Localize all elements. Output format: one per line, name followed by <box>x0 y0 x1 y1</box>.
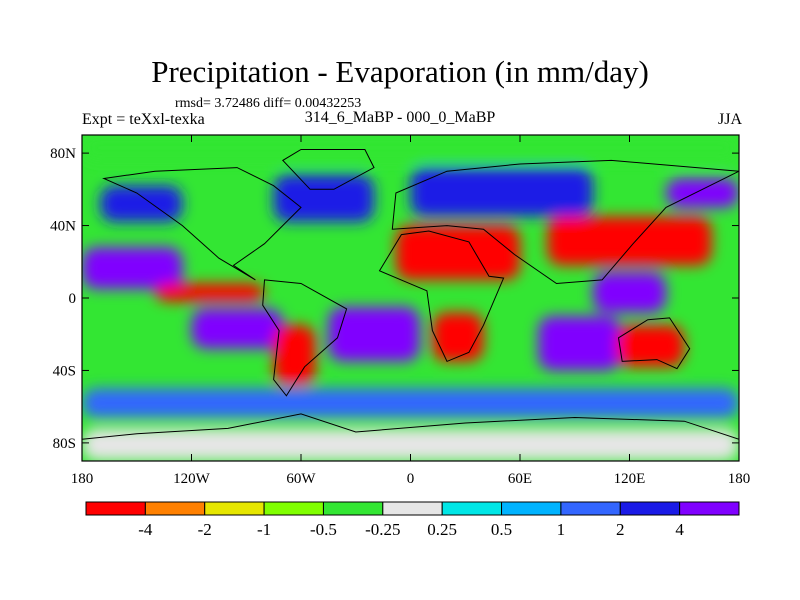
colorbar-swatch <box>441 501 503 516</box>
region-south-american-land <box>273 325 316 385</box>
y-tick-label: 80N <box>50 146 76 162</box>
x-tick-label: 0 <box>407 471 415 487</box>
period-label: 314_6_MaBP - 000_0_MaBP <box>304 109 496 126</box>
colorbar-swatch <box>501 501 562 516</box>
y-tick-label: 0 <box>69 291 77 307</box>
region-arctic-band <box>82 135 739 161</box>
coastline-north-america <box>102 167 302 281</box>
coastline-australia <box>617 317 691 370</box>
colorbar-swatch <box>560 501 621 516</box>
chart-title: Precipitation - Evaporation (in mm/day) <box>151 54 649 89</box>
colorbar-label: 4 <box>675 520 684 539</box>
region-north-pacific-west <box>666 178 739 208</box>
colorbar-label: -4 <box>138 520 153 539</box>
coastline-antarctica <box>82 413 739 440</box>
x-tick-label: 180 <box>71 471 94 487</box>
colorbar-label: 0.5 <box>491 520 512 539</box>
colorbar-swatch <box>382 501 443 516</box>
colorbar-label: 1 <box>557 520 566 539</box>
region-australia-dry <box>616 325 685 367</box>
coastline-layer <box>82 149 739 440</box>
region-antarctica <box>82 428 739 461</box>
region-north-pacific-storm-track <box>100 185 183 222</box>
colorbar-swatch <box>144 501 206 516</box>
colorbar-label: -0.25 <box>365 520 400 539</box>
y-tick-label: 40S <box>53 363 76 379</box>
experiment-label: Expt = teXxl-texka <box>82 111 205 128</box>
colorbar: -4 -2 -1 -0.5 -0.25 0.25 0.5 1 2 4 <box>85 501 740 539</box>
region-indian-ocean <box>538 316 621 371</box>
coastline-africa <box>378 230 505 363</box>
region-equatorial-pacific-dry <box>155 283 265 302</box>
colorbar-swatch <box>263 501 324 516</box>
region-south-atlantic <box>328 307 420 362</box>
region-north-atlantic-storm-track <box>273 174 374 222</box>
colorbar-swatch <box>322 501 384 516</box>
y-axis: 80N 40N 0 40S 80S <box>50 146 739 452</box>
colorbar-label: -0.5 <box>310 520 337 539</box>
x-tick-label: 60W <box>286 471 316 487</box>
x-axis: 180 120W 60W 0 60E 120E 180 <box>71 135 751 487</box>
x-tick-label: 120W <box>173 471 211 487</box>
region-south-pacific-convergence <box>191 308 283 349</box>
colorbar-label: 0.25 <box>427 520 457 539</box>
coastline-greenland <box>282 149 375 190</box>
colorbar-label: -1 <box>257 520 271 539</box>
region-central-asia-dry <box>547 216 712 266</box>
colorbar-label: 2 <box>616 520 625 539</box>
coastline-eurasia <box>391 159 739 285</box>
y-tick-label: 80S <box>53 436 76 452</box>
x-tick-label: 60E <box>508 471 532 487</box>
region-tropical-pacific <box>82 247 183 289</box>
colorbar-swatch <box>85 501 146 516</box>
field-layer <box>82 135 739 461</box>
stats-label: rmsd= 3.72486 diff= 0.00432253 <box>175 96 362 111</box>
colorbar-swatch <box>204 501 265 516</box>
season-label: JJA <box>717 111 742 128</box>
region-maritime-continent <box>593 272 666 313</box>
x-tick-label: 180 <box>728 471 751 487</box>
y-tick-label: 40N <box>50 219 76 235</box>
region-southern-africa-dry <box>432 312 484 362</box>
region-north-africa-arabia-dry <box>395 225 520 280</box>
x-tick-label: 120E <box>614 471 646 487</box>
colorbar-label: -2 <box>198 520 212 539</box>
region-southern-ocean <box>82 388 739 418</box>
colorbar-swatch <box>679 501 740 516</box>
colorbar-swatch <box>619 501 681 516</box>
region-eurasia-storm-track <box>410 167 593 217</box>
coastline-south-america <box>262 279 348 397</box>
